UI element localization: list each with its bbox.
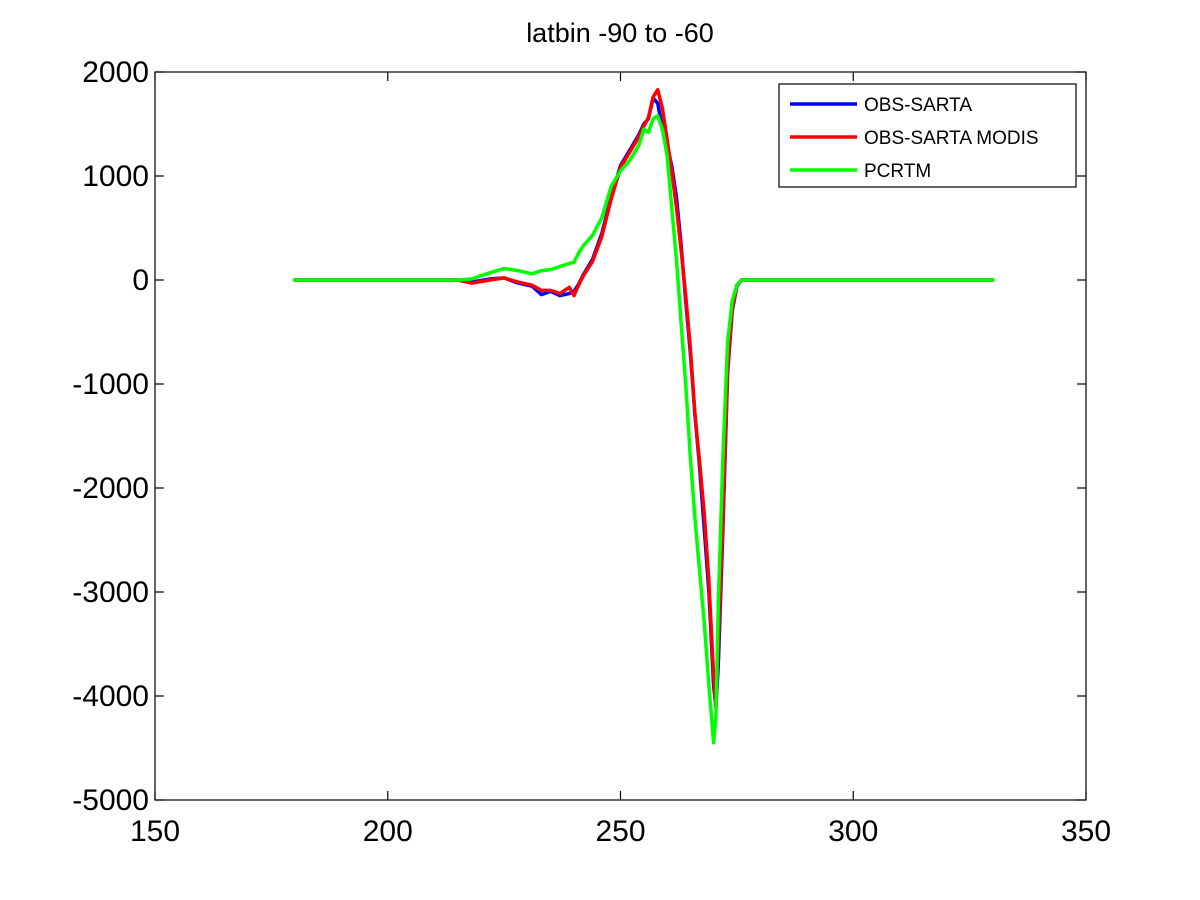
- x-tick-label: 300: [828, 815, 878, 848]
- series-line: [292, 113, 995, 745]
- series-line: [292, 87, 995, 709]
- x-tick-label: 200: [363, 815, 413, 848]
- chart-title: latbin -90 to -60: [526, 18, 714, 48]
- y-tick-label: -3000: [72, 576, 149, 609]
- legend-label: OBS-SARTA: [864, 95, 972, 116]
- y-tick-label: 0: [132, 264, 149, 297]
- y-tick-label: -4000: [72, 680, 149, 713]
- legend: OBS-SARTA OBS-SARTA MODIS PCRTM: [778, 83, 1077, 188]
- axes: 150 200 250 300 350 -5000 -4000 -3000 -2000 -1000…: [72, 56, 1111, 848]
- plot-area: [154, 71, 1087, 801]
- y-tick-label: -2000: [72, 472, 149, 505]
- legend-label: PCRTM: [864, 161, 931, 182]
- y-tick-label: 1000: [82, 160, 149, 193]
- series-lines: [292, 87, 995, 745]
- y-tick-label: -1000: [72, 368, 149, 401]
- x-tick-label: 250: [595, 815, 645, 848]
- y-tick-label: 2000: [82, 56, 149, 89]
- x-tick-label: 350: [1061, 815, 1111, 848]
- x-tick-label: 150: [130, 815, 180, 848]
- legend-label: OBS-SARTA MODIS: [864, 128, 1039, 149]
- y-tick-label: -5000: [72, 784, 149, 817]
